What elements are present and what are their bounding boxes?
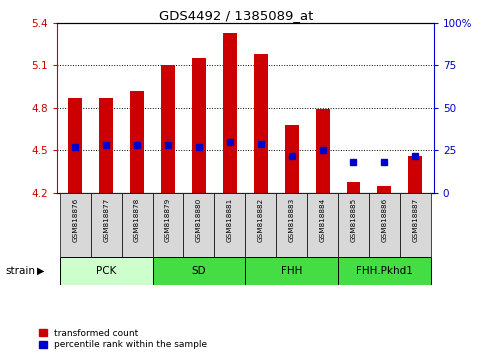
FancyBboxPatch shape [60,193,91,257]
FancyBboxPatch shape [307,193,338,257]
FancyBboxPatch shape [276,193,307,257]
Bar [284,125,299,193]
Text: GSM818876: GSM818876 [72,198,78,242]
Text: GSM818877: GSM818877 [103,198,109,242]
Bar [130,91,144,193]
Text: PCK: PCK [96,266,116,276]
Text: GSM818881: GSM818881 [227,198,233,242]
FancyBboxPatch shape [122,193,152,257]
Bar [378,186,391,193]
FancyBboxPatch shape [91,193,122,257]
Text: GSM818886: GSM818886 [382,198,387,242]
Text: FHH: FHH [281,266,302,276]
Text: GSM818887: GSM818887 [412,198,418,242]
Text: GSM818879: GSM818879 [165,198,171,242]
FancyBboxPatch shape [338,257,431,285]
Bar [99,98,113,193]
Text: strain: strain [5,266,35,276]
Bar [254,54,268,193]
Bar [192,58,206,193]
Bar [408,156,422,193]
Text: GSM818880: GSM818880 [196,198,202,242]
Legend: transformed count, percentile rank within the sample: transformed count, percentile rank withi… [39,329,208,349]
Text: GDS4492 / 1385089_at: GDS4492 / 1385089_at [159,9,314,22]
Text: GSM818883: GSM818883 [288,198,295,242]
Bar [69,98,82,193]
Bar [161,65,175,193]
Text: SD: SD [192,266,206,276]
FancyBboxPatch shape [152,193,183,257]
Bar [223,33,237,193]
FancyBboxPatch shape [152,257,245,285]
Bar [316,109,329,193]
FancyBboxPatch shape [214,193,245,257]
FancyBboxPatch shape [245,193,276,257]
Text: GSM818884: GSM818884 [319,198,325,242]
FancyBboxPatch shape [369,193,400,257]
FancyBboxPatch shape [60,257,152,285]
Text: GSM818885: GSM818885 [351,198,356,242]
FancyBboxPatch shape [338,193,369,257]
Text: GSM818882: GSM818882 [258,198,264,242]
FancyBboxPatch shape [183,193,214,257]
Text: GSM818878: GSM818878 [134,198,140,242]
Bar [347,182,360,193]
Text: ▶: ▶ [37,266,44,276]
Text: FHH.Pkhd1: FHH.Pkhd1 [356,266,413,276]
FancyBboxPatch shape [245,257,338,285]
FancyBboxPatch shape [400,193,431,257]
